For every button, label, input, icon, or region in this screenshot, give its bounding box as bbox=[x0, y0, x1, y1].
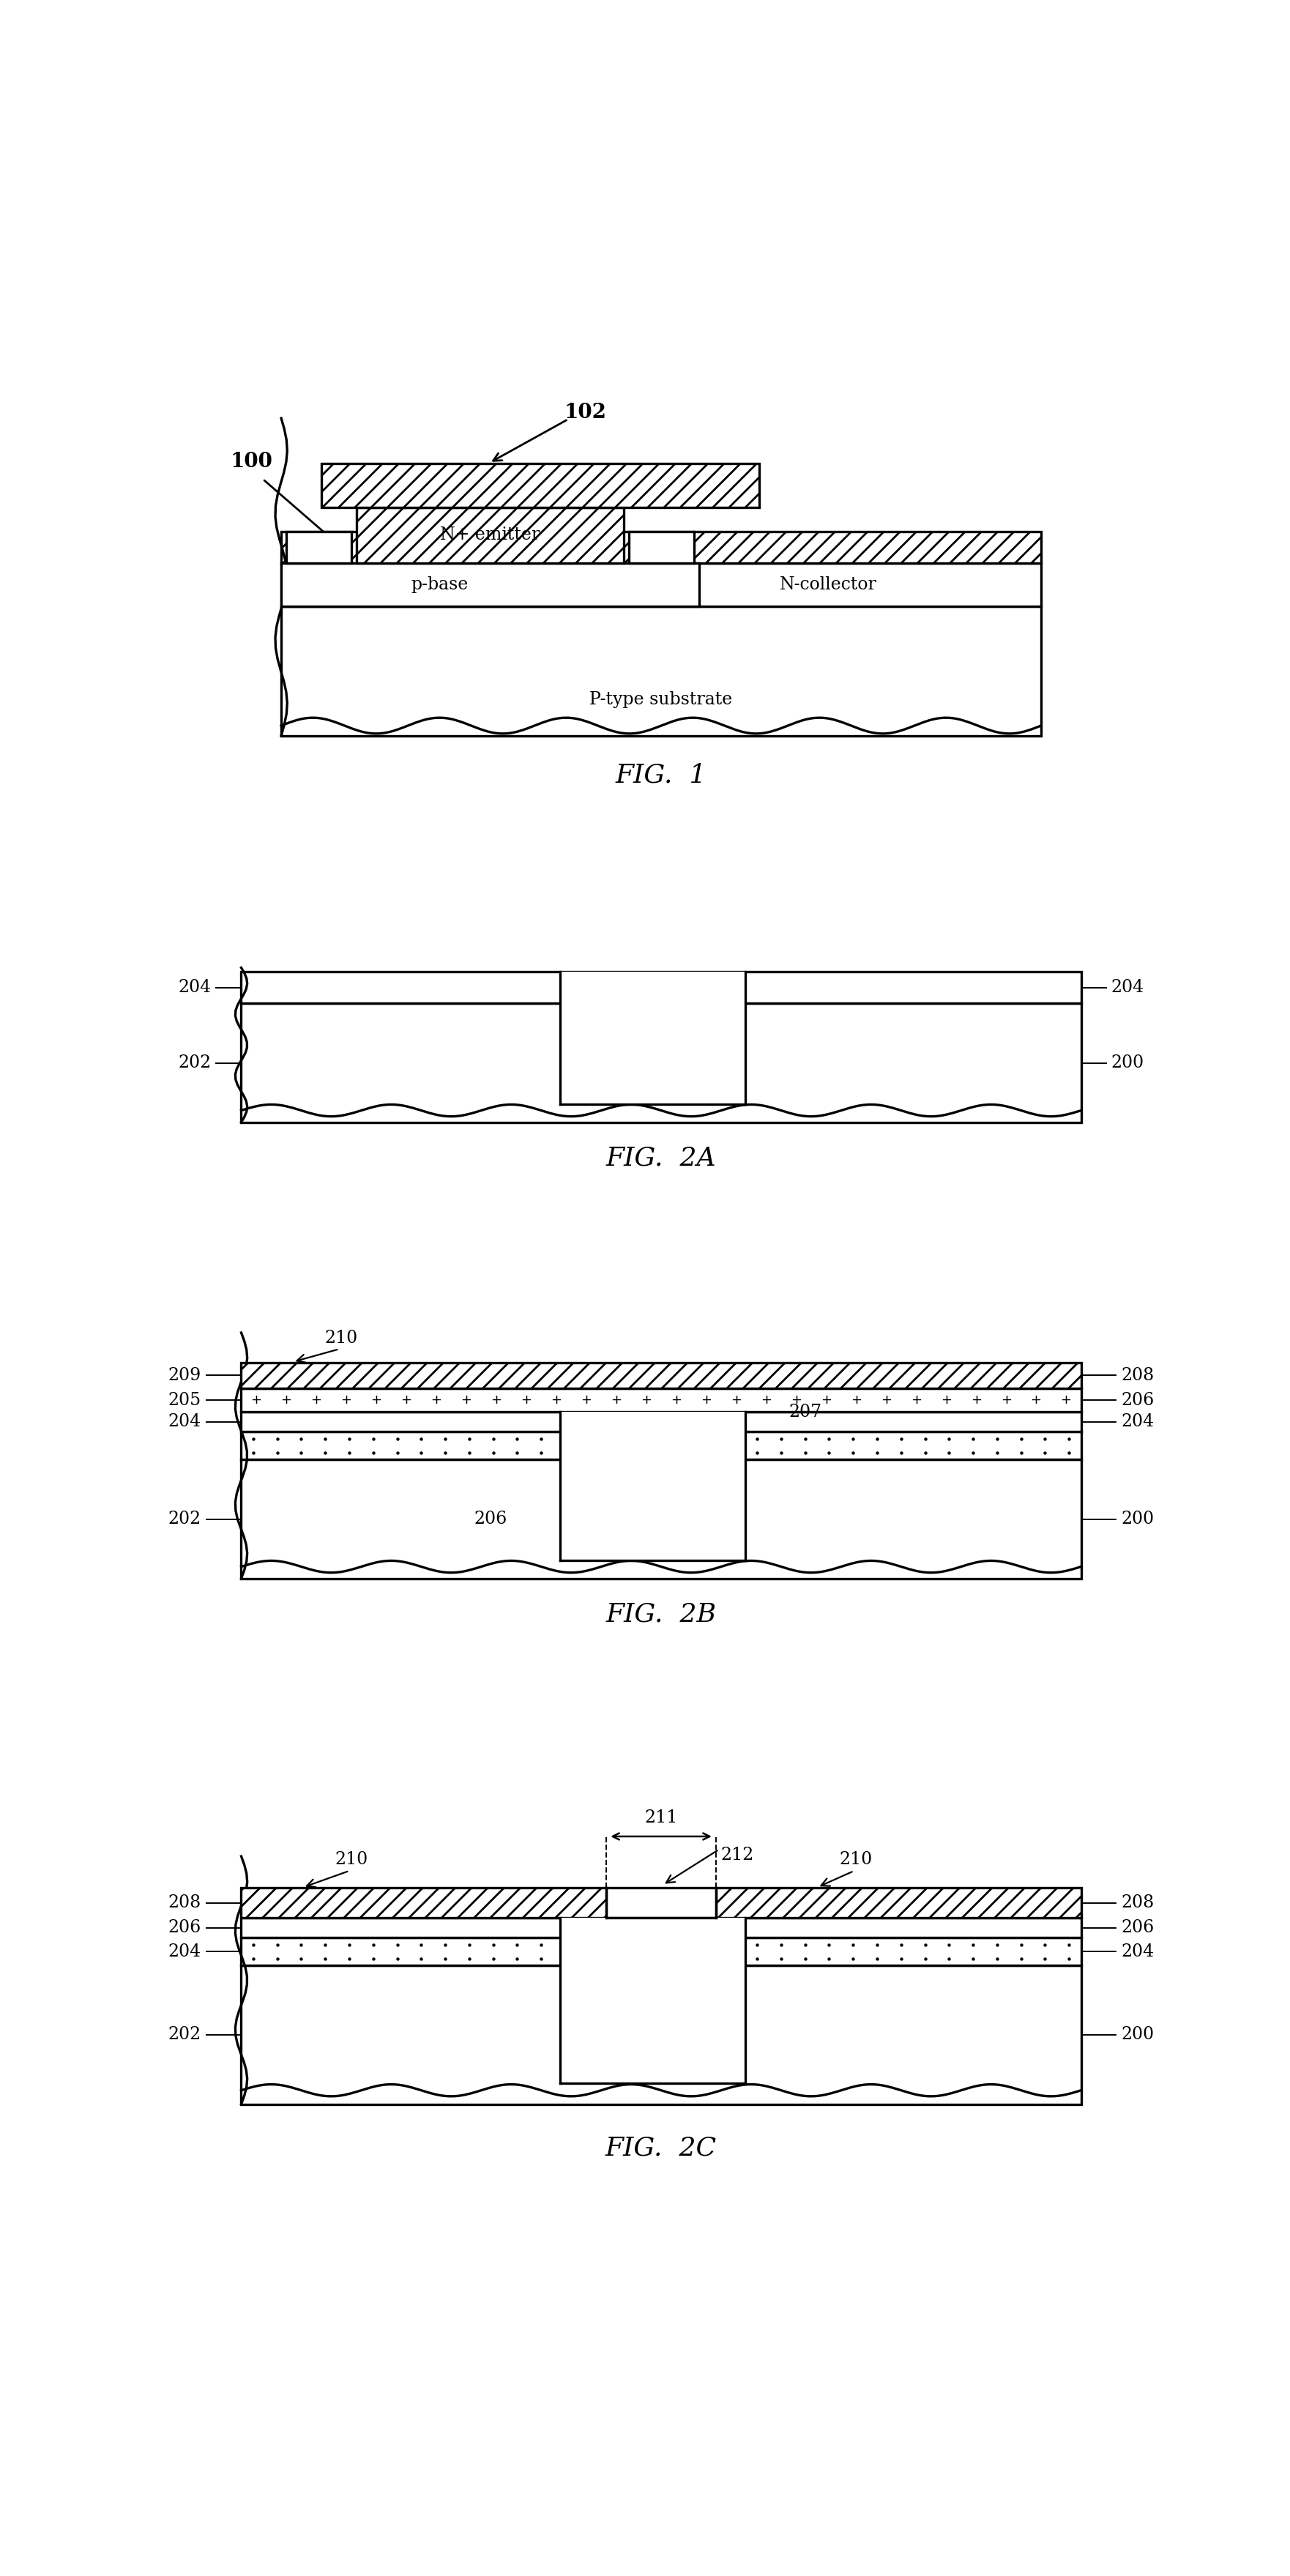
Text: 208: 208 bbox=[1121, 1368, 1155, 1383]
Bar bbox=[241, 1937, 1081, 1965]
Text: +: + bbox=[1001, 1394, 1011, 1406]
Text: +: + bbox=[1060, 1394, 1072, 1406]
Text: 208: 208 bbox=[168, 1893, 201, 1911]
Text: +: + bbox=[791, 1394, 801, 1406]
Text: 200: 200 bbox=[1111, 1054, 1144, 1072]
Text: 206: 206 bbox=[473, 1510, 507, 1528]
Text: 102: 102 bbox=[564, 402, 606, 422]
Bar bbox=[241, 971, 1081, 1005]
Text: +: + bbox=[580, 1394, 592, 1406]
Text: FIG.  2B: FIG. 2B bbox=[606, 1602, 716, 1625]
Bar bbox=[241, 1965, 1081, 2105]
Bar bbox=[241, 1461, 1081, 1579]
Bar bbox=[241, 1888, 606, 1917]
Text: +: + bbox=[461, 1394, 472, 1406]
Text: 210: 210 bbox=[325, 1329, 357, 1347]
Text: +: + bbox=[911, 1394, 921, 1406]
Bar bbox=[286, 531, 351, 564]
Bar bbox=[281, 564, 1041, 605]
Text: 200: 200 bbox=[1121, 2027, 1155, 2043]
Text: +: + bbox=[431, 1394, 441, 1406]
Text: +: + bbox=[521, 1394, 531, 1406]
Bar bbox=[560, 1412, 746, 1561]
Bar bbox=[356, 507, 624, 564]
Text: 200: 200 bbox=[1121, 1510, 1155, 1528]
Text: 202: 202 bbox=[168, 2027, 201, 2043]
Bar bbox=[560, 971, 746, 1105]
Text: FIG.  2A: FIG. 2A bbox=[606, 1146, 716, 1170]
Text: 206: 206 bbox=[1121, 1391, 1155, 1409]
Text: 210: 210 bbox=[334, 1852, 368, 1868]
Text: +: + bbox=[250, 1394, 262, 1406]
Text: +: + bbox=[341, 1394, 352, 1406]
Bar bbox=[281, 564, 699, 605]
Text: +: + bbox=[401, 1394, 412, 1406]
Text: 207: 207 bbox=[788, 1404, 822, 1419]
Text: +: + bbox=[820, 1394, 832, 1406]
Text: 209: 209 bbox=[168, 1368, 201, 1383]
Text: 204: 204 bbox=[1121, 1414, 1155, 1430]
Text: +: + bbox=[730, 1394, 742, 1406]
Text: +: + bbox=[641, 1394, 651, 1406]
Text: +: + bbox=[671, 1394, 681, 1406]
Text: p-base: p-base bbox=[412, 577, 468, 592]
Text: 204: 204 bbox=[168, 1942, 201, 1960]
Bar bbox=[630, 531, 694, 564]
Bar bbox=[241, 1432, 1081, 1461]
Bar bbox=[281, 605, 1041, 737]
Text: +: + bbox=[370, 1394, 382, 1406]
Text: +: + bbox=[551, 1394, 561, 1406]
Text: 204: 204 bbox=[178, 979, 212, 997]
Text: 204: 204 bbox=[1121, 1942, 1155, 1960]
Bar bbox=[560, 1917, 746, 2084]
Bar bbox=[241, 1412, 1081, 1432]
Bar bbox=[281, 531, 1041, 564]
Bar bbox=[321, 464, 759, 507]
Text: 202: 202 bbox=[168, 1510, 201, 1528]
Bar bbox=[241, 1388, 1081, 1412]
Text: FIG.  1: FIG. 1 bbox=[615, 762, 707, 788]
Text: 204: 204 bbox=[1111, 979, 1144, 997]
Text: +: + bbox=[761, 1394, 771, 1406]
Text: 212: 212 bbox=[721, 1847, 753, 1862]
Text: +: + bbox=[281, 1394, 292, 1406]
Text: N+ emitter: N+ emitter bbox=[440, 528, 541, 544]
Text: FIG.  2C: FIG. 2C bbox=[605, 2136, 717, 2161]
Text: 100: 100 bbox=[230, 451, 272, 471]
Bar bbox=[241, 1363, 1081, 1388]
Text: +: + bbox=[311, 1394, 321, 1406]
Text: +: + bbox=[850, 1394, 862, 1406]
Text: +: + bbox=[700, 1394, 712, 1406]
Text: 208: 208 bbox=[1121, 1893, 1155, 1911]
Text: 204: 204 bbox=[168, 1414, 201, 1430]
Text: 206: 206 bbox=[1121, 1919, 1155, 1937]
Text: ++: ++ bbox=[304, 538, 333, 556]
Text: 202: 202 bbox=[178, 1054, 212, 1072]
Bar bbox=[241, 1917, 1081, 1937]
Text: 206: 206 bbox=[168, 1919, 201, 1937]
Text: ++: ++ bbox=[648, 538, 675, 556]
Text: +: + bbox=[940, 1394, 952, 1406]
Bar bbox=[716, 1888, 1081, 1917]
Text: +: + bbox=[881, 1394, 891, 1406]
Text: +: + bbox=[610, 1394, 622, 1406]
Bar bbox=[241, 1005, 1081, 1123]
Text: +: + bbox=[490, 1394, 502, 1406]
Text: 210: 210 bbox=[838, 1852, 872, 1868]
Text: +: + bbox=[970, 1394, 982, 1406]
Text: P-type substrate: P-type substrate bbox=[590, 690, 733, 708]
Text: +: + bbox=[1031, 1394, 1041, 1406]
Text: 205: 205 bbox=[168, 1391, 201, 1409]
Text: N-collector: N-collector bbox=[779, 577, 877, 592]
Text: 211: 211 bbox=[645, 1811, 677, 1826]
